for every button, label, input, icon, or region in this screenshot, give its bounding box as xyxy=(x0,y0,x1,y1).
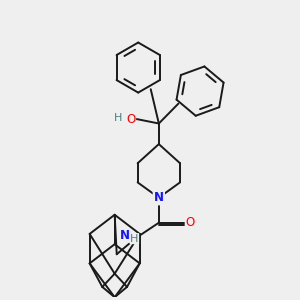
Text: H: H xyxy=(130,234,139,244)
Text: H: H xyxy=(114,112,122,123)
Text: O: O xyxy=(186,216,195,229)
Text: N: N xyxy=(154,191,164,204)
Text: O: O xyxy=(126,112,136,126)
Text: N: N xyxy=(120,229,130,242)
